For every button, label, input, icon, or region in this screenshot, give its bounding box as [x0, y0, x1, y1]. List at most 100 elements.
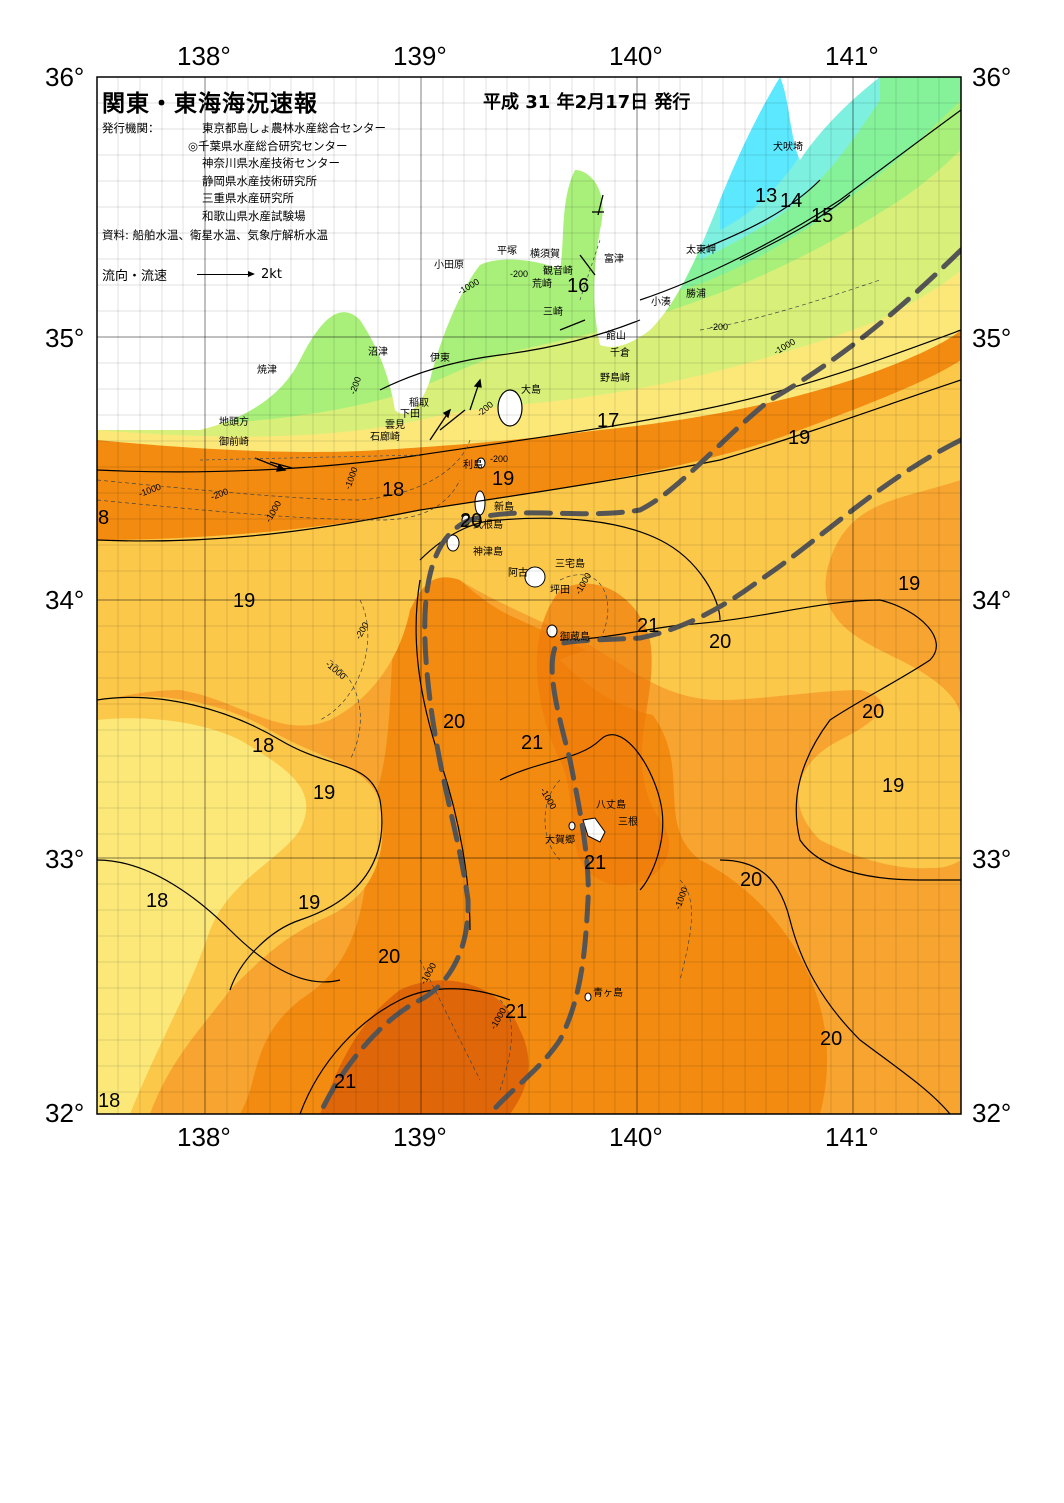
lon-label: 141°	[825, 41, 879, 71]
temp-label: 20	[709, 631, 731, 653]
minor-grid	[97, 77, 961, 1114]
map-title: 関東・東海海況速報	[102, 91, 318, 117]
place-label: 焼津	[257, 364, 277, 376]
place-labels: 犬吠埼 太東岬 勝浦 小湊 館山 千倉 野島崎 富津 観音崎 横須賀 荒崎 三崎…	[219, 140, 803, 999]
issuer: ◎千葉県水産総合研究センター	[188, 138, 348, 153]
island-miyakejima	[524, 566, 546, 588]
map-frame	[96, 76, 962, 1115]
land-boso-tip	[780, 77, 880, 160]
place-label: 野島崎	[600, 371, 630, 384]
depth-label: -200	[510, 269, 528, 279]
lat-lon-grid	[97, 77, 961, 1114]
place-label: 阿古	[508, 566, 528, 579]
lat-label: 32°	[45, 1098, 84, 1128]
place-label: 大島	[521, 383, 541, 396]
place-label: 利島	[463, 458, 483, 471]
sst-zone-21-core	[536, 583, 670, 886]
place-label: 犬吠埼	[773, 140, 803, 153]
place-label: 大賀郷	[545, 833, 575, 846]
temp-label: 20	[460, 510, 482, 532]
place-label: 勝浦	[686, 287, 706, 300]
lon-label: 139°	[393, 1122, 447, 1152]
place-label: 下田	[400, 409, 420, 420]
sst-zone-18-west	[97, 718, 307, 1114]
temp-label: 20	[378, 946, 400, 968]
temp-label: 19	[233, 590, 255, 612]
issuer: 静岡県水産技術研究所	[202, 173, 317, 188]
place-label: 館山	[606, 329, 626, 342]
current-vectors-small	[199, 239, 601, 461]
island-mikurajima	[546, 624, 558, 638]
lat-label: 34°	[45, 585, 84, 615]
place-label: 観音崎	[543, 264, 573, 277]
place-label: 小湊	[651, 295, 671, 308]
temp-label: 20	[862, 701, 884, 723]
place-label: 沼津	[368, 345, 388, 358]
place-label: 伊東	[430, 351, 450, 364]
temp-label: 19	[882, 775, 904, 797]
lat-label: 35°	[972, 323, 1011, 353]
issuers-label: 発行機関：	[102, 121, 160, 135]
temp-label: 13	[755, 185, 777, 207]
lon-label: 141°	[825, 1122, 879, 1152]
place-label: 神津島	[473, 545, 503, 558]
lon-label: 138°	[177, 1122, 231, 1152]
issuer: 和歌山県水産試験場	[202, 208, 306, 223]
temp-label: 21	[505, 1001, 527, 1023]
isotherm-lines	[97, 109, 961, 1114]
place-label: 御前崎	[219, 435, 249, 448]
legend-label: 流向・流速	[102, 269, 168, 284]
depth-label: -200	[490, 454, 508, 464]
place-label: 千倉	[610, 346, 630, 359]
temp-label: 21	[334, 1071, 356, 1093]
current-legend: 流向・流速 2kt	[102, 265, 282, 284]
bathymetry-lines	[97, 279, 881, 1091]
kuroshio-axis	[317, 247, 961, 1114]
temp-label: 19	[788, 427, 810, 449]
data-source: 資料: 船舶水温、衛星水温、気象庁解析水温	[102, 228, 329, 242]
place-label: 雲見	[385, 419, 405, 431]
lat-label: 36°	[972, 62, 1011, 92]
temp-label: 20	[443, 711, 465, 733]
place-label: 石廊崎	[370, 430, 400, 443]
temp-label: 19	[898, 573, 920, 595]
temp-label: 16	[567, 275, 589, 297]
sst-zone-22	[320, 980, 529, 1114]
lat-label: 32°	[972, 1098, 1011, 1128]
island-toshima	[476, 457, 486, 469]
place-label: 横須賀	[530, 247, 560, 260]
temp-label: 18	[382, 479, 404, 501]
place-label: 太東岬	[686, 243, 716, 256]
place-label: 地頭方	[219, 415, 249, 428]
temp-label: 8	[98, 507, 109, 529]
temperature-labels: 8 13 14 15 16 17 18 18 18 18 19 19 19 19…	[98, 185, 920, 1112]
temp-label: 21	[637, 615, 659, 637]
island-aogashima	[584, 992, 592, 1002]
lon-label: 140°	[609, 1122, 663, 1152]
temp-label: 20	[820, 1028, 842, 1050]
temp-label: 18	[98, 1090, 120, 1112]
land-honshu	[97, 77, 780, 430]
temp-label: 18	[146, 890, 168, 912]
lat-label: 34°	[972, 585, 1011, 615]
temp-label: 15	[811, 205, 833, 227]
place-label: 新島	[494, 500, 514, 513]
place-label: 稲取	[409, 397, 429, 409]
issuer: 東京都島しょ農林水産総合センター	[202, 121, 386, 135]
temp-label: 19	[492, 468, 514, 490]
issuers-list: 発行機関： 東京都島しょ農林水産総合センター ◎千葉県水産総合研究センター 神奈川…	[102, 120, 386, 225]
sst-zone-19-east	[863, 745, 961, 869]
place-label: 平塚	[497, 245, 517, 257]
temp-label: 17	[597, 410, 619, 432]
lat-label: 35°	[45, 323, 84, 353]
temp-label: 19	[298, 892, 320, 914]
lon-label: 140°	[609, 41, 663, 71]
place-label: 青ヶ島	[593, 986, 623, 999]
place-label: 三根	[618, 815, 638, 828]
place-label: 八丈島	[596, 798, 626, 811]
lat-label: 36°	[45, 62, 84, 92]
lon-label: 139°	[393, 41, 447, 71]
legend-scale: 2kt	[261, 267, 282, 282]
island-niijima	[474, 490, 486, 516]
